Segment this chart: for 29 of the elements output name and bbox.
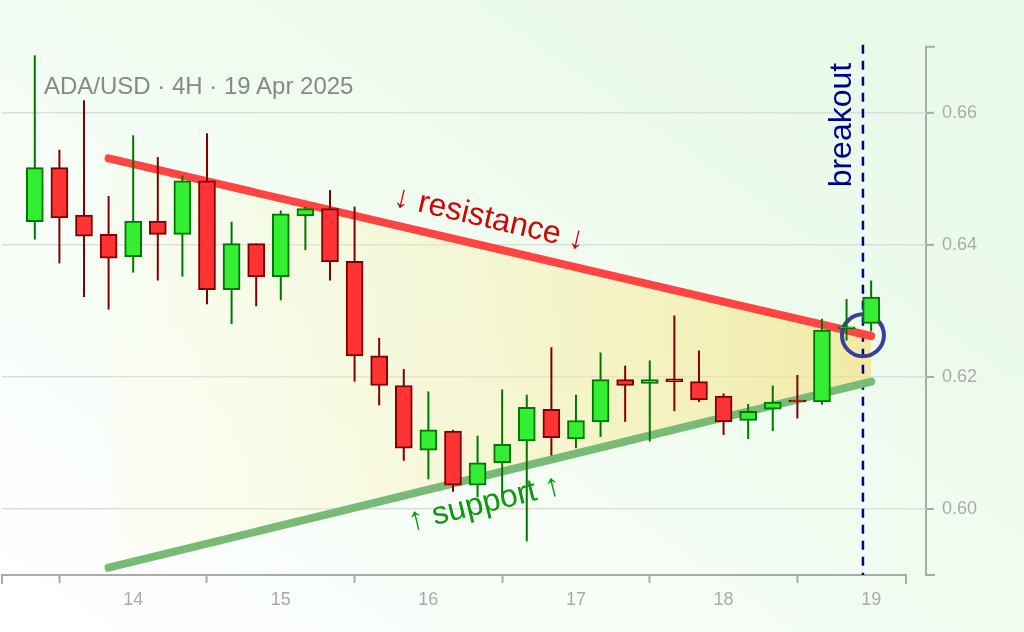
y-tick-label: 0.62	[942, 365, 978, 386]
x-tick-label: 15	[270, 588, 291, 609]
x-tick-label: 18	[713, 588, 734, 609]
annotation: ↓ resistance ↓	[390, 177, 590, 257]
ref-line-label: breakout	[821, 62, 858, 188]
candlestick	[739, 403, 757, 440]
candlestick	[296, 205, 315, 252]
annotation: ↑ support ↑	[403, 465, 565, 538]
candlestick	[75, 99, 93, 299]
y-tick-label: 0.60	[942, 497, 978, 518]
candlestick	[616, 364, 634, 423]
x-tick-label: 14	[123, 588, 144, 609]
candlestick	[714, 392, 733, 437]
candlestick	[419, 390, 438, 481]
candlestick	[763, 384, 782, 433]
candlestick	[640, 359, 659, 443]
candlestick	[665, 314, 684, 413]
x-tick-label: 17	[565, 588, 586, 609]
candlestick	[148, 156, 167, 282]
y-tick-label: 0.66	[942, 101, 978, 122]
text: ADA/USD · 4H · 19 Apr 2025	[44, 71, 354, 99]
candlestick	[837, 298, 856, 342]
y-tick-label: 0.64	[942, 233, 978, 254]
candlestick	[690, 349, 708, 404]
x-tick-label: 19	[861, 588, 882, 609]
candlestick	[862, 279, 880, 333]
candlestick	[99, 195, 118, 311]
candlestick	[567, 393, 585, 450]
x-tick-label: 16	[418, 588, 439, 609]
